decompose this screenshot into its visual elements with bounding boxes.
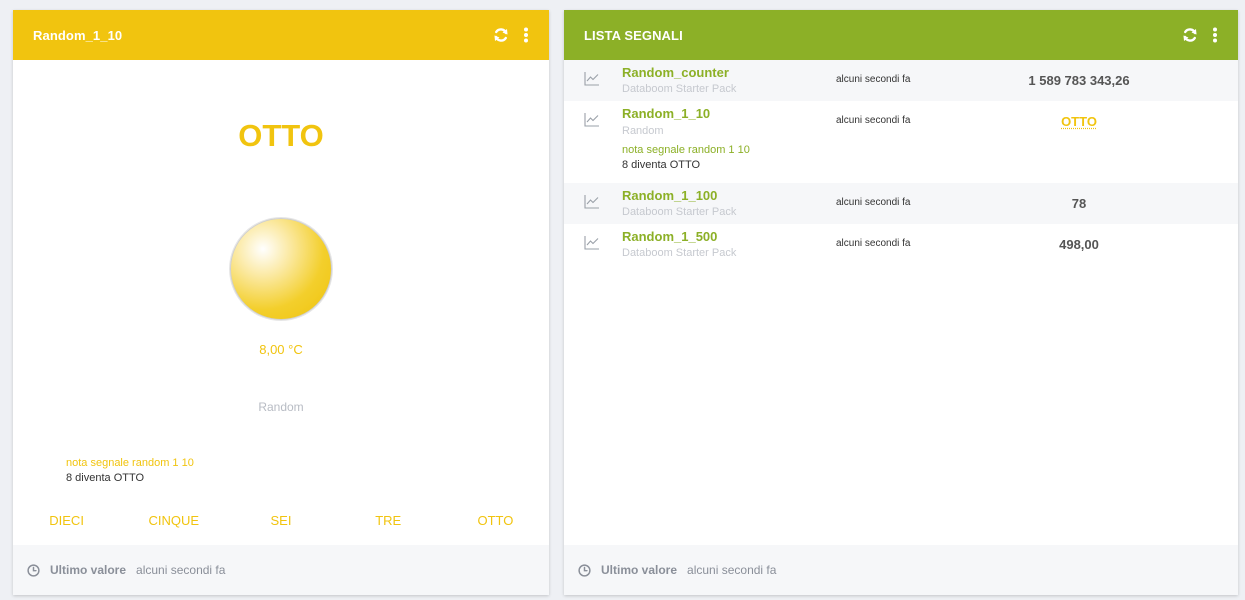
chart-line-icon[interactable]	[584, 71, 600, 91]
more-vertical-icon[interactable]	[523, 27, 529, 43]
footer-label: Ultimo valore	[50, 563, 127, 577]
signal-note-title: nota segnale random 1 10	[622, 144, 750, 156]
widget-footer: Ultimo valore alcuni secondi fa	[13, 545, 549, 595]
signal-name[interactable]: Random_1_500	[622, 229, 718, 244]
signal-list: Random_counter Databoom Starter Pack alc…	[564, 60, 1238, 265]
temperature-value: 8,00 °C	[259, 342, 303, 357]
chart-line-icon[interactable]	[584, 235, 600, 255]
signal-time: alcuni secondi fa	[836, 197, 911, 208]
signal-row[interactable]: Random_counter Databoom Starter Pack alc…	[564, 60, 1238, 101]
signal-name[interactable]: Random_1_100	[622, 188, 718, 203]
signal-subtitle: Databoom Starter Pack	[622, 247, 737, 259]
choice-sei[interactable]: SEI	[270, 513, 292, 528]
signal-time: alcuni secondi fa	[836, 115, 911, 126]
refresh-icon[interactable]	[1182, 27, 1198, 43]
signal-subtitle: Random	[622, 125, 664, 137]
footer-time: alcuni secondi fa	[687, 563, 777, 577]
clock-icon	[27, 563, 40, 577]
signal-subtitle: Databoom Starter Pack	[622, 206, 737, 218]
source-label: Random	[258, 400, 304, 414]
signal-widget-panel: Random_1_10 OTTO 8,00 °C Random no	[13, 10, 549, 595]
signal-row[interactable]: Random_1_100 Databoom Starter Pack alcun…	[564, 183, 1238, 224]
footer-label: Ultimo valore	[601, 563, 678, 577]
refresh-icon[interactable]	[493, 27, 509, 43]
signal-row[interactable]: Random_1_500 Databoom Starter Pack alcun…	[564, 224, 1238, 265]
clock-icon	[578, 563, 591, 577]
signal-value: 78	[1071, 196, 1087, 211]
signal-time: alcuni secondi fa	[836, 238, 911, 249]
chart-line-icon[interactable]	[584, 194, 600, 214]
signal-list-panel: LISTA SEGNALI	[564, 10, 1238, 595]
choice-tre[interactable]: TRE	[375, 513, 402, 528]
signal-value: 1 589 783 343,26	[1028, 73, 1130, 88]
choice-otto[interactable]: OTTO	[477, 513, 514, 528]
signal-value: 498,00	[1059, 237, 1099, 252]
list-tools	[1182, 27, 1218, 43]
widget-header: Random_1_10	[13, 10, 549, 60]
footer-time: alcuni secondi fa	[136, 563, 226, 577]
list-footer: Ultimo valore alcuni secondi fa	[564, 545, 1238, 595]
signal-note-body: 8 diventa OTTO	[622, 159, 701, 171]
value-choices: DIECI CINQUE SEI TRE OTTO	[13, 513, 549, 528]
list-title: LISTA SEGNALI	[584, 27, 683, 43]
status-indicator-orb	[230, 218, 332, 320]
signal-name[interactable]: Random_1_10	[622, 106, 711, 121]
note-title: nota segnale random 1 10	[66, 457, 194, 469]
note-body: 8 diventa OTTO	[66, 472, 145, 484]
signal-time: alcuni secondi fa	[836, 74, 911, 85]
chart-line-icon[interactable]	[584, 112, 600, 132]
widget-tools	[493, 27, 529, 43]
current-value: OTTO	[238, 118, 324, 153]
widget-title: Random_1_10	[33, 27, 123, 43]
signal-name[interactable]: Random_counter	[622, 65, 729, 80]
choice-dieci[interactable]: DIECI	[49, 513, 84, 528]
list-header: LISTA SEGNALI	[564, 10, 1238, 60]
signal-row[interactable]: Random_1_10 Random nota segnale random 1…	[564, 101, 1238, 183]
signal-subtitle: Databoom Starter Pack	[622, 83, 737, 95]
more-vertical-icon[interactable]	[1212, 27, 1218, 43]
signal-value[interactable]: OTTO	[1061, 114, 1097, 129]
choice-cinque[interactable]: CINQUE	[148, 513, 200, 528]
